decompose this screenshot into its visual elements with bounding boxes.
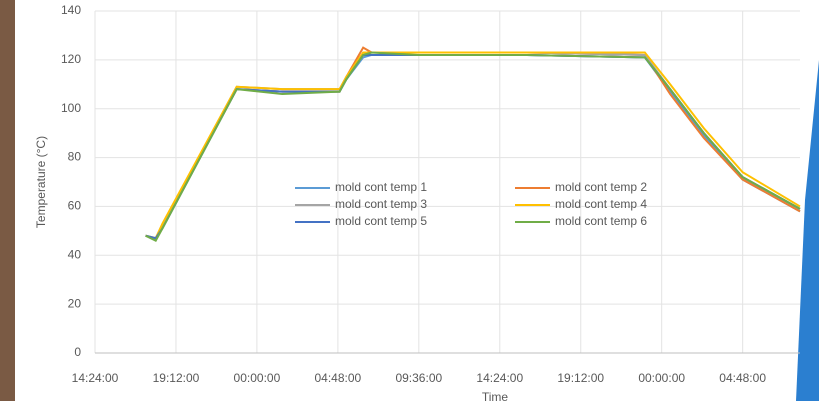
y-tick-label: 140 [61,3,81,17]
y-tick-label: 20 [68,296,82,310]
x-tick-label: 19:12:00 [557,371,604,385]
x-tick-label: 04:48:00 [315,371,362,385]
series-line [146,55,800,238]
y-tick-label: 60 [68,199,82,213]
x-tick-label: 09:36:00 [395,371,442,385]
legend-label: mold cont temp 1 [335,180,427,194]
series-line [146,48,800,239]
x-tick-label: 00:00:00 [234,371,281,385]
legend-label: mold cont temp 4 [555,197,647,211]
x-tick-label: 04:48:00 [719,371,766,385]
series-line [146,53,800,239]
background-photo [0,0,15,401]
series-line [146,55,800,238]
legend-label: mold cont temp 2 [555,180,647,194]
legend-label: mold cont temp 5 [335,214,427,228]
background-shape [796,60,819,401]
x-tick-label: 19:12:00 [153,371,200,385]
y-tick-label: 40 [68,247,82,261]
y-tick-label: 120 [61,52,81,66]
y-tick-label: 0 [74,345,81,359]
y-tick-label: 80 [68,150,82,164]
legend-label: mold cont temp 3 [335,197,427,211]
x-tick-label: 14:24:00 [476,371,523,385]
y-tick-label: 100 [61,101,81,115]
legend-label: mold cont temp 6 [555,214,647,228]
chart: Temperature (°C) Time 0 20 40 60 80 100 120 140… [0,0,819,401]
x-tick-label: 00:00:00 [638,371,685,385]
series-line [146,53,800,241]
series-line [146,53,800,239]
y-axis-label: Temperature (°C) [34,136,48,228]
x-tick-label: 14:24:00 [72,371,119,385]
x-axis-label: Time [482,390,509,401]
